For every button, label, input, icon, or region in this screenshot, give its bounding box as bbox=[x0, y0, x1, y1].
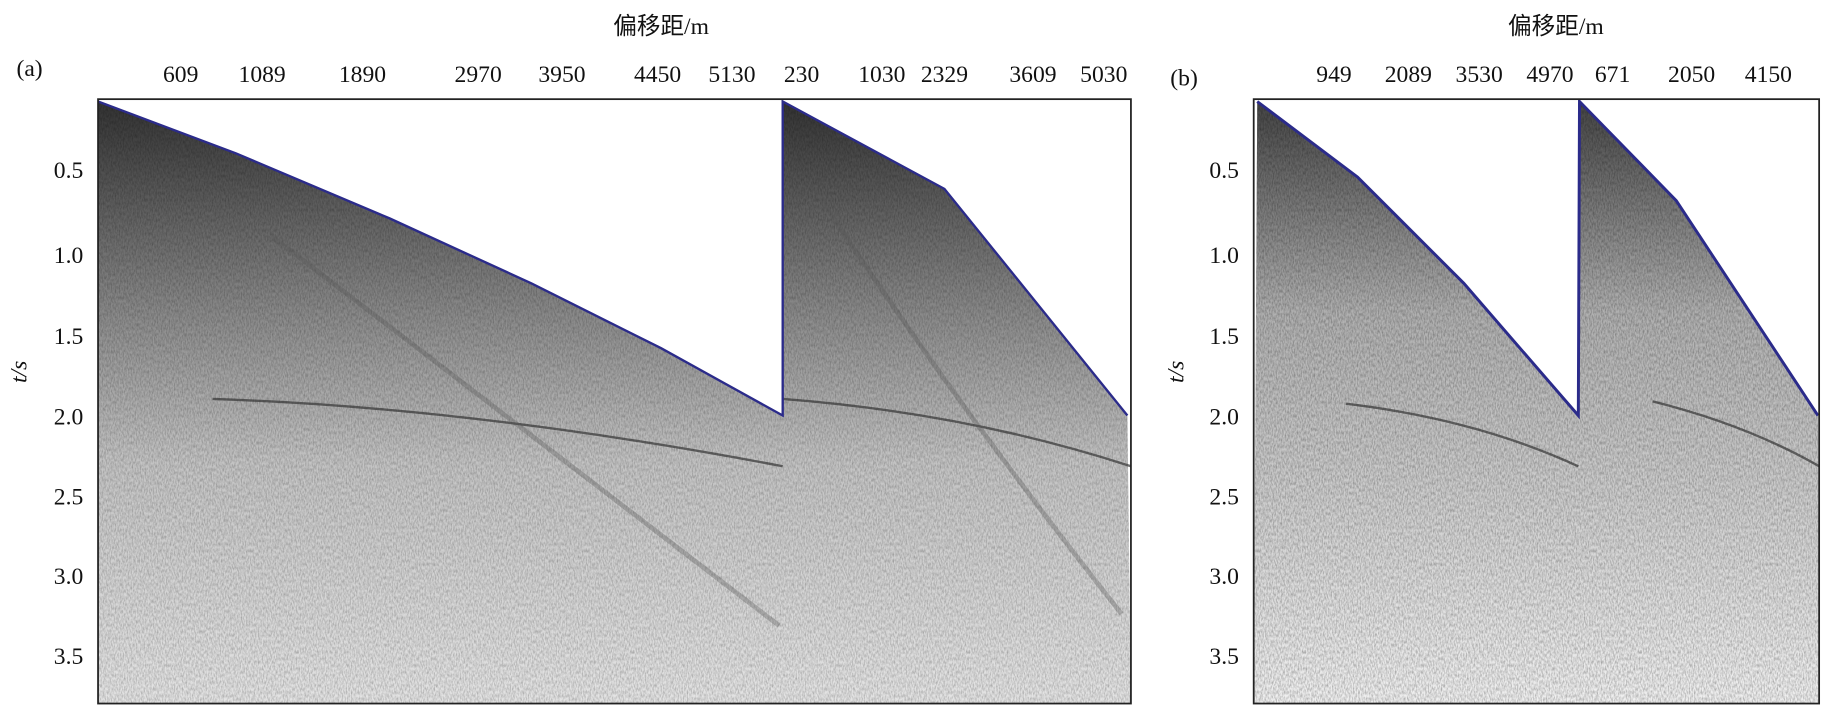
x-tick-label: 949 bbox=[1316, 62, 1351, 88]
panel-label: (b) bbox=[1170, 66, 1198, 92]
x-tick-label: 2329 bbox=[921, 62, 968, 88]
x-tick-label: 1890 bbox=[339, 62, 386, 88]
x-tick-label: 2050 bbox=[1668, 62, 1715, 88]
x-tick-label: 4970 bbox=[1526, 62, 1573, 88]
y-tick-label: 1.0 bbox=[54, 243, 83, 269]
y-axis-title: t/s bbox=[1164, 361, 1190, 383]
y-tick-label: 1.0 bbox=[1209, 243, 1239, 269]
y-tick-label: 2.5 bbox=[54, 485, 83, 511]
y-tick-label: 3.5 bbox=[1209, 644, 1239, 670]
y-axis-title: t/s bbox=[7, 361, 33, 383]
y-tick-label: 2.5 bbox=[1209, 485, 1239, 511]
plot-frame bbox=[97, 98, 1132, 705]
x-tick-label: 3530 bbox=[1456, 62, 1503, 88]
x-tick-label: 3609 bbox=[1009, 62, 1056, 88]
x-tick-label: 2970 bbox=[455, 62, 502, 88]
x-tick-label: 4450 bbox=[634, 62, 681, 88]
x-tick-label: 230 bbox=[784, 62, 819, 88]
y-tick-label: 3.5 bbox=[54, 644, 83, 670]
x-axis-title: 偏移距/m bbox=[1508, 13, 1604, 40]
plot-frame bbox=[1252, 98, 1821, 705]
y-tick-label: 1.5 bbox=[54, 324, 83, 350]
x-tick-label: 609 bbox=[163, 62, 198, 88]
y-tick-label: 0.5 bbox=[1209, 158, 1239, 184]
y-tick-label: 3.0 bbox=[1209, 564, 1239, 590]
y-tick-label: 2.0 bbox=[1209, 404, 1239, 430]
x-tick-label: 3950 bbox=[538, 62, 585, 88]
y-tick-label: 2.0 bbox=[54, 404, 83, 430]
x-axis-title: 偏移距/m bbox=[613, 13, 709, 40]
x-tick-label: 2089 bbox=[1385, 62, 1432, 88]
panel-label: (a) bbox=[16, 56, 42, 82]
y-tick-label: 3.0 bbox=[54, 564, 83, 590]
x-tick-label: 671 bbox=[1595, 62, 1630, 88]
x-tick-label: 1089 bbox=[239, 62, 286, 88]
x-tick-label: 5130 bbox=[708, 62, 755, 88]
x-tick-label: 5030 bbox=[1080, 62, 1127, 88]
y-tick-label: 1.5 bbox=[1209, 324, 1239, 350]
x-tick-label: 1030 bbox=[858, 62, 905, 88]
x-tick-label: 4150 bbox=[1745, 62, 1792, 88]
y-tick-label: 0.5 bbox=[54, 158, 83, 184]
